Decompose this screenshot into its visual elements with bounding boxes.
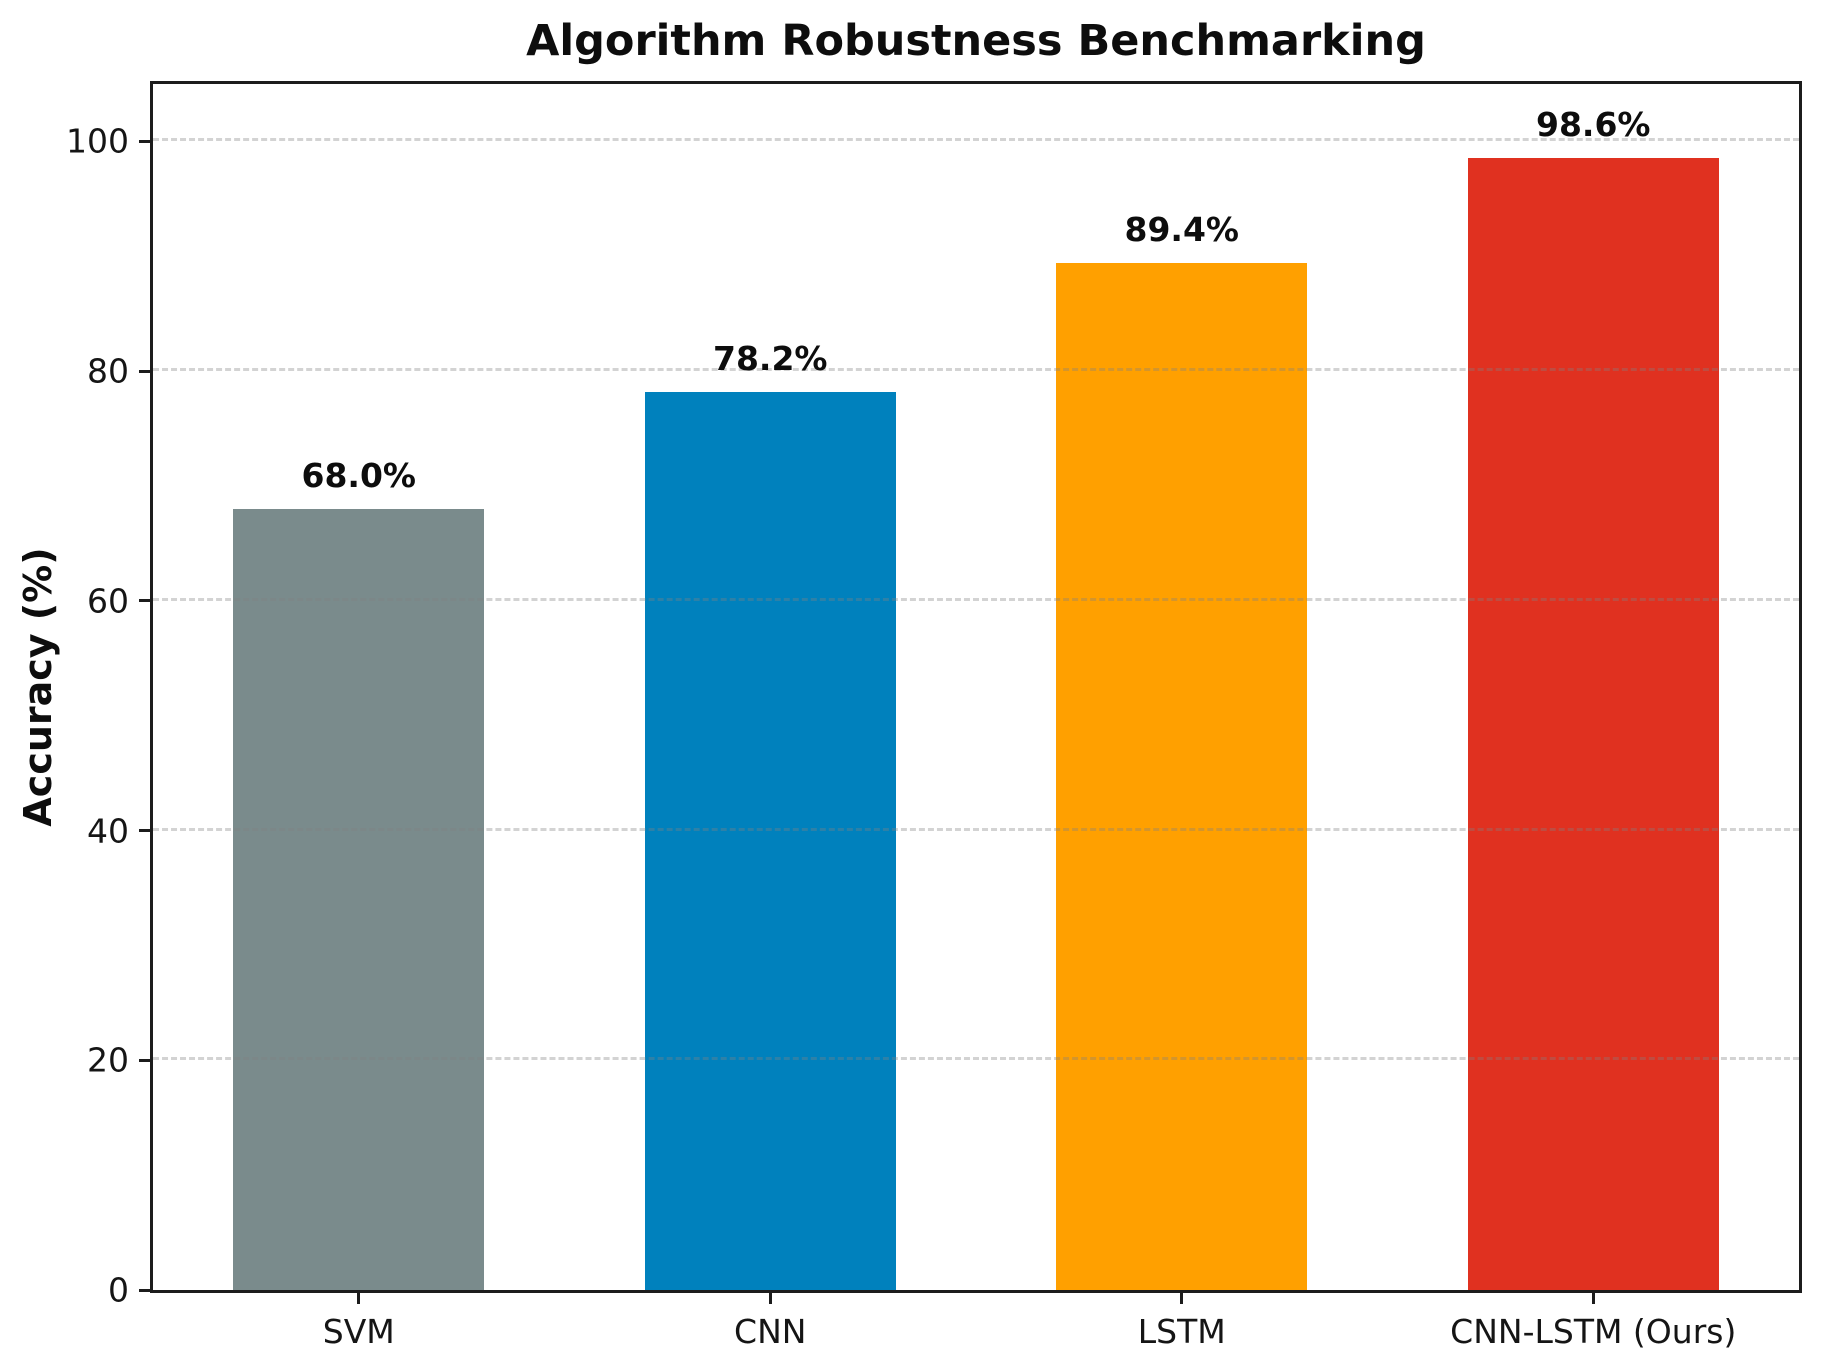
y-tick xyxy=(139,139,153,143)
y-axis-label: Accuracy (%) xyxy=(16,547,60,827)
x-tick-label-CNN-LSTM (Ours): CNN-LSTM (Ours) xyxy=(1450,1312,1737,1351)
x-tick xyxy=(357,1290,361,1304)
gridline-y-100 xyxy=(153,138,1799,142)
gridline-y-80 xyxy=(153,368,1799,372)
y-tick-label: 20 xyxy=(87,1040,129,1080)
y-tick xyxy=(139,1288,153,1292)
x-tick-label-LSTM: LSTM xyxy=(1137,1312,1226,1351)
bar-value-label: 78.2% xyxy=(713,338,828,378)
y-tick-label: 80 xyxy=(87,351,129,391)
y-tick-label: 40 xyxy=(87,811,129,851)
bar-value-label: 89.4% xyxy=(1124,210,1240,250)
y-tick xyxy=(139,1058,153,1062)
x-tick-label-CNN: CNN xyxy=(734,1312,807,1351)
bar-value-label: 68.0% xyxy=(301,455,417,495)
bar-SVM xyxy=(233,508,485,1290)
y-tick xyxy=(139,829,153,833)
y-tick-label: 60 xyxy=(87,581,129,621)
gridline-y-40 xyxy=(153,827,1799,831)
y-tick-label: 0 xyxy=(108,1270,129,1310)
plot-area: 68.0% 78.2% 89.4% 98.6% xyxy=(153,84,1799,1290)
gridline-y-60 xyxy=(153,597,1799,601)
y-tick xyxy=(139,369,153,373)
y-tick-label: 100 xyxy=(66,121,129,161)
chart-title: Algorithm Robustness Benchmarking xyxy=(526,16,1426,66)
bar-CNN-LSTM (Ours) xyxy=(1467,157,1719,1290)
x-tick xyxy=(1180,1290,1184,1304)
bar-CNN xyxy=(644,391,896,1290)
bar-value-label: 98.6% xyxy=(1536,104,1651,144)
x-tick-label-SVM: SVM xyxy=(322,1312,395,1351)
gridline-y-20 xyxy=(153,1057,1799,1061)
x-tick xyxy=(1591,1290,1595,1304)
bar-LSTM xyxy=(1056,263,1308,1290)
y-tick xyxy=(139,599,153,603)
x-tick xyxy=(768,1290,772,1304)
